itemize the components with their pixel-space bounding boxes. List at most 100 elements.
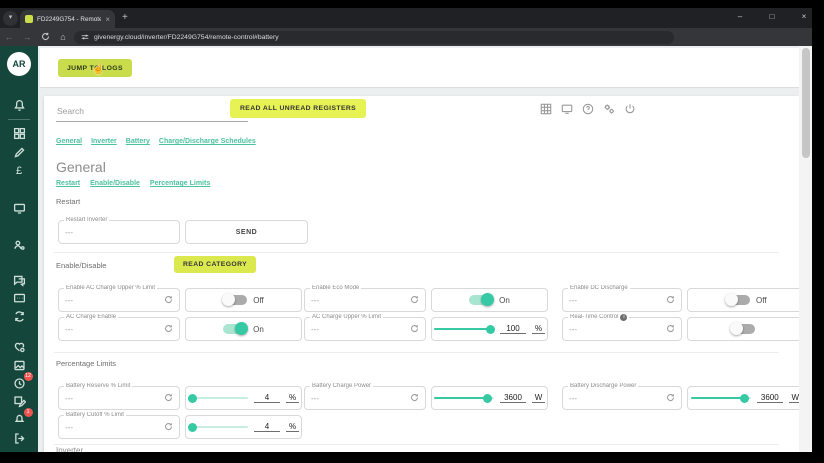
slider-track[interactable] bbox=[434, 324, 496, 334]
sublink-percentage-limits[interactable]: Percentage Limits bbox=[149, 180, 211, 187]
restart-inverter-field[interactable]: Restart Inverter --- bbox=[58, 217, 180, 244]
image-icon[interactable] bbox=[12, 358, 27, 373]
home-icon[interactable]: ⌂ bbox=[60, 32, 66, 42]
omnibox[interactable]: givenergy.cloud/inverter/FD2249G754/remo… bbox=[74, 30, 674, 44]
site-settings-icon[interactable] bbox=[81, 33, 89, 41]
toggle-control[interactable] bbox=[686, 317, 799, 341]
help-icon[interactable] bbox=[582, 103, 594, 115]
reload-icon[interactable] bbox=[36, 32, 54, 43]
refresh-icon[interactable] bbox=[164, 418, 173, 436]
window-close-button[interactable]: × bbox=[801, 12, 807, 21]
slider-value[interactable]: 3600 bbox=[756, 393, 783, 403]
enable-dc-discharge-field[interactable]: Enable DC Discharge --- bbox=[562, 285, 682, 312]
slider-track[interactable] bbox=[434, 393, 494, 403]
refresh-icon[interactable] bbox=[410, 291, 419, 309]
browser-tab[interactable]: FD2249G754 - Remote Control × bbox=[20, 10, 115, 28]
alerts-icon[interactable]: 1 bbox=[12, 408, 33, 427]
refresh-icon[interactable] bbox=[666, 320, 675, 338]
battery-charge-power-field[interactable]: Battery Charge Power --- bbox=[304, 383, 426, 410]
toggle-control[interactable]: On bbox=[185, 317, 302, 341]
nav-link-battery[interactable]: Battery bbox=[125, 138, 150, 145]
health-settings-icon[interactable] bbox=[12, 340, 27, 355]
send-button[interactable]: SEND bbox=[185, 220, 308, 244]
back-icon[interactable]: ← bbox=[4, 32, 14, 42]
toggle-switch[interactable] bbox=[222, 293, 248, 306]
nav-link-inverter[interactable]: Inverter bbox=[91, 138, 117, 145]
read-all-unread-registers-button[interactable]: READ ALL UNREAD REGISTERS bbox=[230, 99, 367, 118]
monitor-icon[interactable] bbox=[12, 201, 27, 216]
slider-control[interactable]: 3600 W bbox=[431, 386, 548, 410]
jump-to-logs-button[interactable]: JUMP TO LOGS bbox=[58, 59, 132, 77]
battery-reserve-limit-field[interactable]: Battery Reserve % Limit --- bbox=[58, 383, 180, 410]
notifications-bell-icon[interactable] bbox=[12, 98, 27, 113]
message-icon[interactable] bbox=[12, 291, 27, 306]
slider-control[interactable]: 100 % bbox=[431, 317, 548, 341]
tab-search-chevron-icon[interactable]: ▾ bbox=[3, 11, 18, 26]
history-clock-icon[interactable]: 12 bbox=[12, 372, 33, 391]
settings-gears-icon[interactable] bbox=[603, 103, 615, 115]
sync-icon[interactable] bbox=[12, 309, 27, 324]
slider-control[interactable]: 4 % bbox=[185, 386, 302, 410]
window-minimize-button[interactable]: – bbox=[737, 12, 743, 21]
toggle-switch[interactable] bbox=[223, 322, 249, 335]
toggle-switch[interactable] bbox=[469, 293, 495, 306]
monitor-view-icon[interactable] bbox=[561, 103, 573, 115]
registers-table-icon[interactable] bbox=[540, 103, 552, 115]
slider-value[interactable]: 3600 bbox=[500, 393, 526, 403]
power-icon[interactable] bbox=[624, 103, 636, 115]
dashboard-icon[interactable] bbox=[12, 126, 27, 141]
field-value: --- bbox=[65, 295, 73, 305]
chat-icon[interactable] bbox=[12, 273, 27, 288]
battery-cutoff-limit-field[interactable]: Battery Cutoff % Limit --- bbox=[58, 412, 180, 439]
field-value: --- bbox=[311, 393, 319, 403]
url-text[interactable]: givenergy.cloud/inverter/FD2249G754/remo… bbox=[94, 33, 279, 41]
tab-close-icon[interactable]: × bbox=[105, 14, 110, 24]
page-scrollbar[interactable] bbox=[799, 46, 812, 452]
refresh-icon[interactable] bbox=[164, 389, 173, 407]
toggle-switch[interactable] bbox=[730, 322, 756, 335]
refresh-icon[interactable] bbox=[666, 389, 675, 407]
refresh-icon[interactable] bbox=[410, 389, 419, 407]
refresh-icon[interactable] bbox=[164, 291, 173, 309]
edit-pencil-icon[interactable] bbox=[12, 145, 27, 160]
toggle-control[interactable]: On bbox=[431, 288, 548, 312]
currency-icon[interactable]: £ bbox=[15, 165, 23, 177]
nav-link-charge-discharge-schedules[interactable]: Charge/Discharge Schedules bbox=[158, 138, 256, 145]
real-time-control-field[interactable]: Real-Time Control i --- bbox=[562, 314, 682, 341]
slider-track[interactable] bbox=[690, 393, 751, 403]
toggle-control[interactable]: Off bbox=[185, 288, 302, 312]
toggle-state-label: Off bbox=[756, 295, 767, 305]
slider-control[interactable]: 4 % bbox=[185, 415, 302, 439]
sublink-restart[interactable]: Restart bbox=[56, 180, 81, 187]
new-tab-button[interactable]: + bbox=[122, 12, 128, 23]
toggle-control[interactable]: Off bbox=[686, 288, 799, 312]
slider-track[interactable] bbox=[188, 393, 248, 403]
user-avatar[interactable]: AR bbox=[7, 52, 31, 76]
slider-value[interactable]: 100 bbox=[500, 324, 526, 334]
slider-value[interactable]: 4 bbox=[254, 422, 280, 432]
sublink-enable-disable[interactable]: Enable/Disable bbox=[90, 180, 140, 187]
slider-control[interactable]: 3600 W bbox=[686, 386, 799, 410]
forward-icon[interactable]: → bbox=[22, 32, 32, 42]
grid-edit-icon[interactable] bbox=[12, 394, 27, 409]
logout-icon[interactable] bbox=[12, 431, 27, 446]
toggle-switch[interactable] bbox=[725, 293, 751, 306]
battery-discharge-power-field[interactable]: Battery Discharge Power --- bbox=[562, 383, 682, 410]
refresh-icon[interactable] bbox=[666, 291, 675, 309]
refresh-icon[interactable] bbox=[410, 320, 419, 338]
ac-charge-upper-limit-field[interactable]: AC Charge Upper % Limit --- bbox=[304, 314, 426, 341]
nav-link-general[interactable]: General bbox=[56, 138, 83, 145]
scrollbar-thumb[interactable] bbox=[802, 48, 810, 158]
account-tree-icon[interactable] bbox=[12, 238, 27, 253]
ac-charge-enable-field[interactable]: AC Charge Enable --- bbox=[58, 314, 180, 341]
info-icon[interactable]: i bbox=[620, 314, 628, 321]
search-input[interactable]: Search bbox=[56, 100, 248, 122]
tab-strip: ▾ FD2249G754 - Remote Control × + – □ × bbox=[0, 8, 812, 28]
enable-eco-mode-field[interactable]: Enable Eco Mode --- bbox=[304, 285, 426, 312]
slider-track[interactable] bbox=[188, 422, 248, 432]
enable-ac-charge-upper-limit-field[interactable]: Enable AC Charge Upper % Limit --- bbox=[58, 285, 180, 312]
window-maximize-button[interactable]: □ bbox=[769, 12, 775, 21]
slider-value[interactable]: 4 bbox=[254, 393, 280, 403]
read-category-button[interactable]: READ CATEGORY bbox=[174, 256, 257, 273]
refresh-icon[interactable] bbox=[164, 320, 173, 338]
